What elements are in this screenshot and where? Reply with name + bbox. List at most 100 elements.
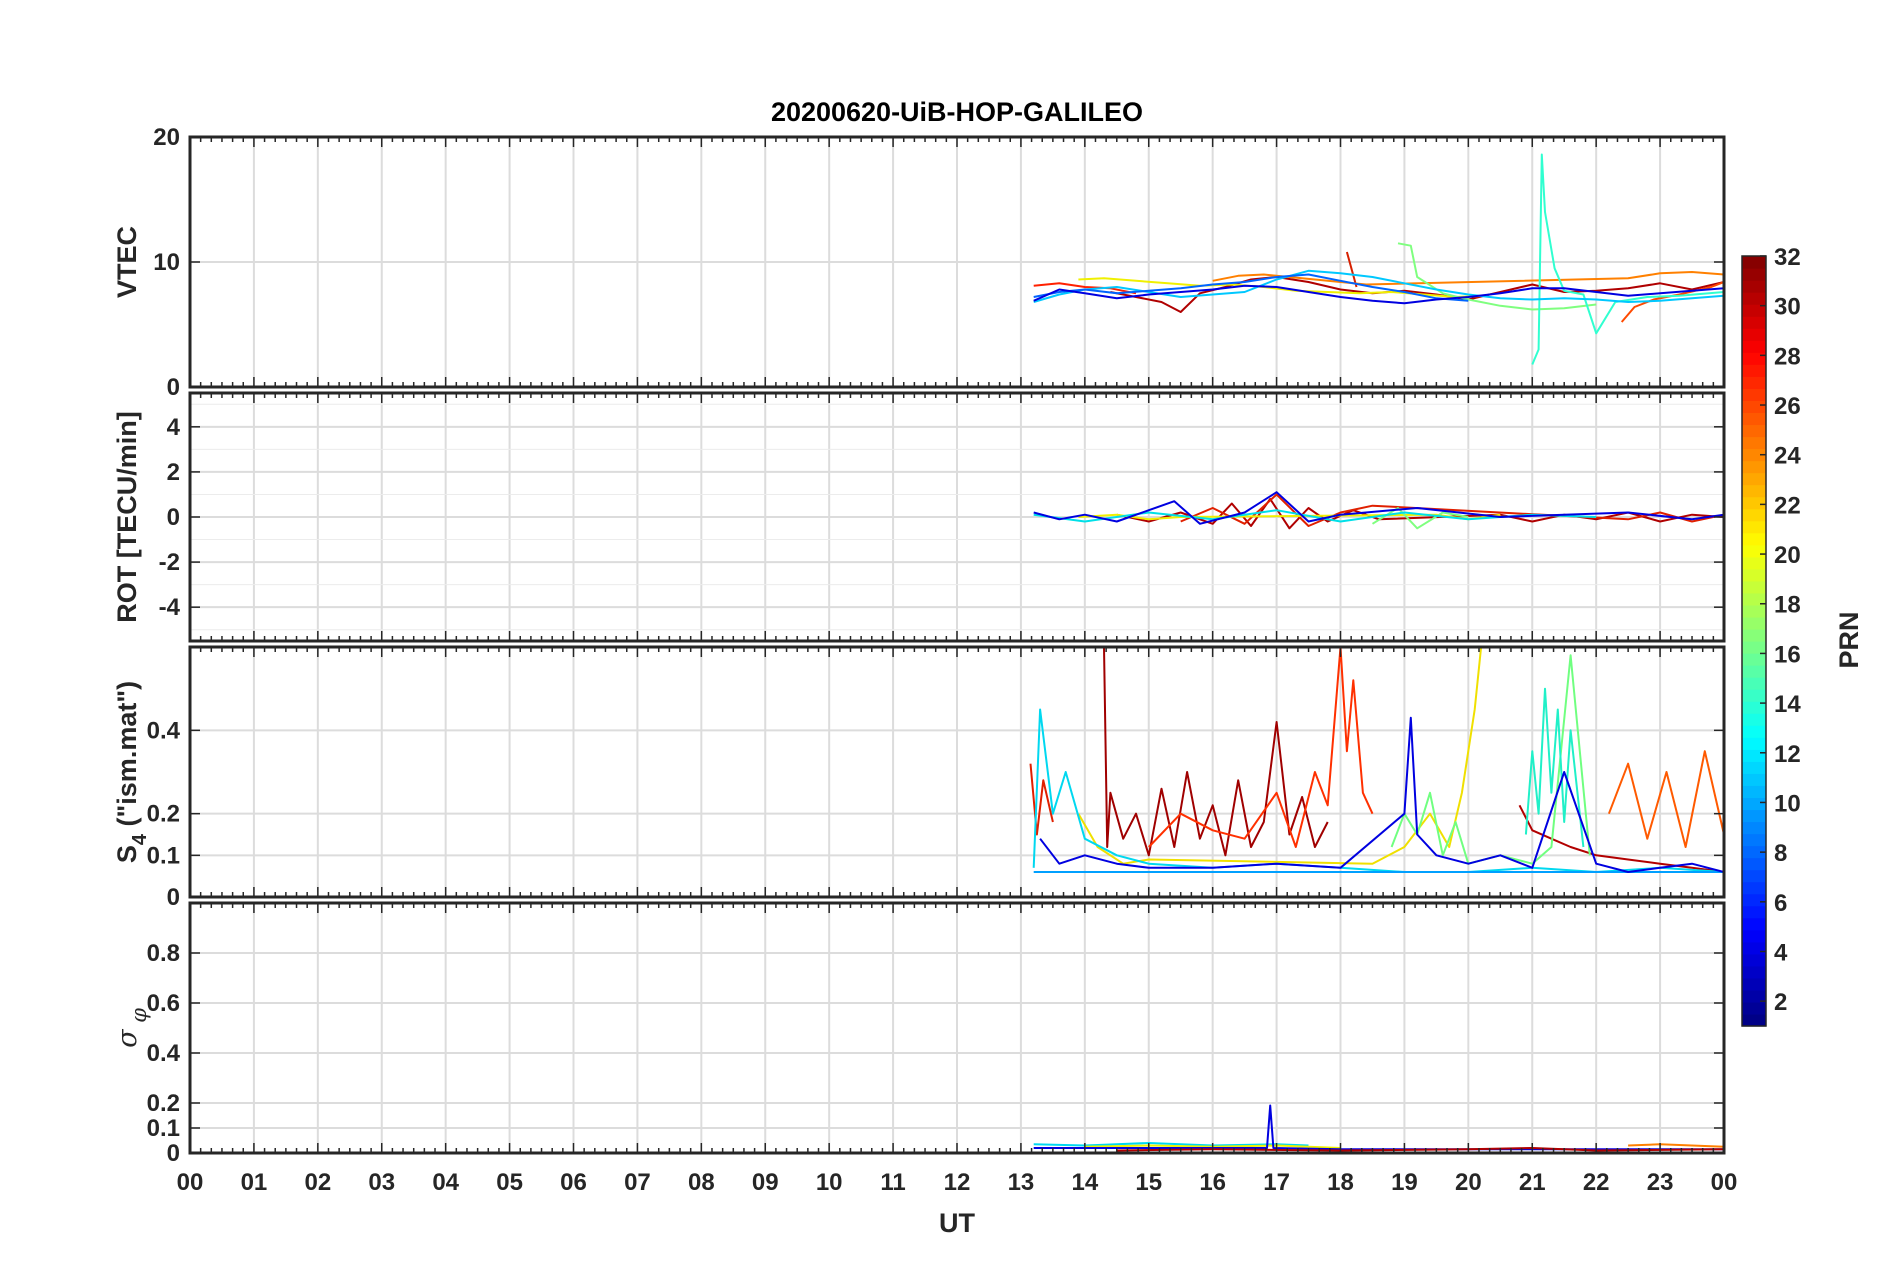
colorbar-swatch xyxy=(1742,941,1766,955)
x-tick-label: 23 xyxy=(1647,1169,1674,1196)
colorbar-tick-label: 4 xyxy=(1774,939,1788,966)
y-tick-label: 0.2 xyxy=(147,801,180,828)
y-tick-label: 0.1 xyxy=(147,842,180,869)
colorbar-swatch xyxy=(1742,821,1766,835)
x-tick-label: 06 xyxy=(560,1169,587,1196)
series-line-prn-31 xyxy=(1103,647,1329,857)
y-tick-label: 0 xyxy=(167,1140,180,1167)
x-tick-label: 14 xyxy=(1071,1169,1098,1196)
colorbar-swatch xyxy=(1742,917,1766,931)
colorbar-tick-label: 2 xyxy=(1774,989,1787,1016)
x-tick-label: 16 xyxy=(1199,1169,1226,1196)
colorbar-swatch xyxy=(1742,400,1766,414)
colorbar-tick-label: 26 xyxy=(1774,393,1801,420)
x-tick-label: 04 xyxy=(432,1169,459,1196)
series-line-prn-25 xyxy=(1607,750,1724,848)
colorbar-swatch xyxy=(1742,965,1766,979)
colorbar-swatch xyxy=(1742,592,1766,606)
colorbar-swatch xyxy=(1742,520,1766,534)
colorbar-swatch xyxy=(1742,641,1766,654)
colorbar-swatch xyxy=(1742,953,1766,967)
x-tick-label: 05 xyxy=(496,1169,523,1196)
colorbar-swatch xyxy=(1742,628,1766,642)
series-line-prn-11 xyxy=(1033,269,1724,303)
x-tick-label: 12 xyxy=(944,1169,971,1196)
series-line-prn-20 xyxy=(1077,647,1483,865)
colorbar-swatch xyxy=(1742,496,1766,510)
x-tick-label: 10 xyxy=(816,1169,843,1196)
colorbar-swatch xyxy=(1742,905,1766,919)
panel-s4-series xyxy=(1029,647,1724,873)
colorbar-swatch xyxy=(1742,761,1766,774)
x-tick-label: 21 xyxy=(1519,1169,1546,1196)
panel-rot-ylabel: ROT [TECU/min] xyxy=(112,411,142,622)
colorbar-swatch xyxy=(1742,989,1766,1003)
series-line-prn-4 xyxy=(1039,716,1724,873)
y-tick-label: 0.6 xyxy=(147,990,180,1017)
colorbar-swatch xyxy=(1742,725,1766,738)
colorbar-swatch xyxy=(1742,472,1766,486)
series-line-prn-27 xyxy=(1148,647,1374,848)
colorbar-swatch xyxy=(1742,484,1766,498)
colorbar-swatch xyxy=(1742,364,1766,377)
colorbar-swatch xyxy=(1742,316,1766,329)
x-tick-label: 18 xyxy=(1327,1169,1354,1196)
x-tick-label: 22 xyxy=(1583,1169,1610,1196)
x-tick-label: 00 xyxy=(177,1169,204,1196)
series-line-prn-4 xyxy=(1033,491,1724,525)
colorbar-tick-label: 16 xyxy=(1774,641,1801,668)
x-tick-label: 17 xyxy=(1263,1169,1290,1196)
y-tick-label: 0.2 xyxy=(147,1090,180,1117)
series-line-prn-29 xyxy=(1029,763,1054,836)
colorbar-swatch xyxy=(1742,376,1766,389)
colorbar-swatch xyxy=(1742,352,1766,365)
series-line-prn-24 xyxy=(1212,271,1724,286)
colorbar-swatch xyxy=(1742,749,1766,762)
series-line-prn-27 xyxy=(1180,493,1724,527)
y-tick-label: 0.4 xyxy=(147,1040,181,1067)
colorbar-swatch xyxy=(1742,701,1766,714)
colorbar-swatch xyxy=(1742,568,1766,582)
series-line-prn-8 xyxy=(1033,273,1469,302)
colorbar-swatch xyxy=(1742,1001,1766,1015)
panel-s4-ylabel: S4 ("ism.mat") xyxy=(112,681,151,863)
colorbar-tick-label: 18 xyxy=(1774,592,1801,619)
colorbar-tick-label: 20 xyxy=(1774,542,1801,569)
colorbar-swatch xyxy=(1742,737,1766,750)
colorbar-swatch xyxy=(1742,544,1766,558)
chart-title: 20200620-UiB-HOP-GALILEO xyxy=(771,97,1143,127)
colorbar-swatch xyxy=(1742,833,1766,847)
colorbar-swatch xyxy=(1742,1013,1766,1027)
colorbar-swatch xyxy=(1742,665,1766,678)
colorbar-swatch xyxy=(1742,785,1766,799)
x-tick-label: 15 xyxy=(1135,1169,1162,1196)
colorbar-frame xyxy=(1741,255,1767,1027)
y-tick-label: -4 xyxy=(159,594,181,621)
colorbar-swatch xyxy=(1742,340,1766,353)
colorbar-tick-label: 12 xyxy=(1774,741,1801,768)
colorbar-swatch xyxy=(1742,713,1766,726)
y-tick-label: 0 xyxy=(167,504,180,531)
series-line-prn-16 xyxy=(1397,242,1597,311)
colorbar-swatch xyxy=(1742,881,1766,895)
series-line-prn-16 xyxy=(1390,654,1591,865)
panel-s4-frame xyxy=(188,645,1726,899)
colorbar-swatch xyxy=(1742,797,1766,811)
series-line-prn-16 xyxy=(1371,507,1469,530)
colorbar-swatch xyxy=(1742,556,1766,570)
series-line-prn-27 xyxy=(1345,251,1358,288)
colorbar-swatch xyxy=(1742,448,1766,462)
colorbar-swatch xyxy=(1742,388,1766,401)
colorbar-swatch xyxy=(1742,809,1766,823)
y-tick-label: 4 xyxy=(167,414,181,441)
x-tick-label: 13 xyxy=(1008,1169,1035,1196)
colorbar-swatch xyxy=(1742,653,1766,666)
y-tick-label: 0 xyxy=(167,374,180,401)
colorbar-swatch xyxy=(1742,304,1766,317)
colorbar-swatch xyxy=(1742,893,1766,907)
colorbar-swatch xyxy=(1742,328,1766,341)
x-tick-label: 20 xyxy=(1455,1169,1482,1196)
